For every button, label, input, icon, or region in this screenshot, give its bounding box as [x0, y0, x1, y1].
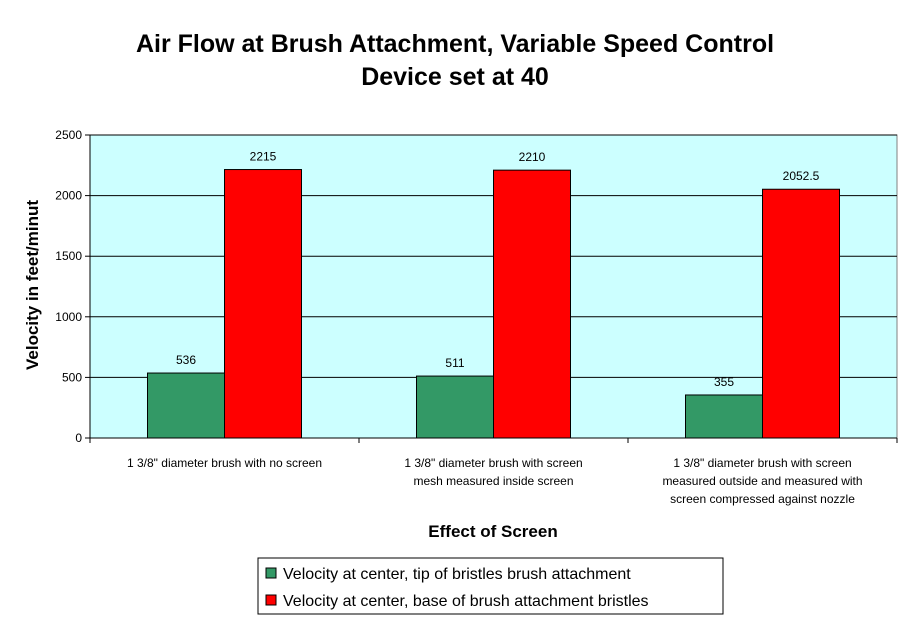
bar-series-2-cat-1: [224, 169, 302, 439]
y-tick-label: 500: [62, 370, 82, 384]
data-labels: 536 2215 511 2210 355 2052.5: [176, 150, 820, 389]
axes: [85, 134, 898, 443]
legend-swatch: [265, 567, 277, 579]
bar-series-1-cat-2: [416, 375, 494, 439]
x-category-label: 1 3/8" diameter brush with screen: [673, 456, 851, 470]
x-category-label: 1 3/8" diameter brush with screen: [404, 456, 582, 470]
data-label: 355: [714, 375, 734, 389]
x-axis-title: Effect of Screen: [428, 522, 557, 541]
legend-label: Velocity at center, tip of bristles brus…: [283, 566, 631, 583]
x-category-label: screen compressed against nozzle: [670, 492, 855, 506]
y-axis-title: Velocity in feet/minut: [23, 200, 42, 370]
x-category-label: measured outside and measured with: [662, 474, 862, 488]
legend-label: Velocity at center, base of brush attach…: [283, 593, 649, 610]
x-category-labels: 1 3/8" diameter brush with no screen 1 3/…: [127, 456, 863, 506]
data-label: 2052.5: [783, 169, 820, 183]
bar-series-2-cat-3: [762, 188, 840, 439]
data-label: 2210: [519, 150, 546, 164]
legend-box: [257, 557, 724, 615]
bar-series-1-cat-1: [147, 372, 225, 439]
y-tick-labels: 0 500 1000 1500 2000 2500: [55, 128, 82, 445]
bar-series-1-cat-3: [685, 394, 763, 439]
legend-swatch: [265, 594, 277, 606]
y-tick-label: 2500: [55, 128, 82, 142]
y-tick-label: 0: [75, 431, 82, 445]
chart-title: Air Flow at Brush Attachment, Variable S…: [136, 30, 774, 91]
data-label: 511: [445, 356, 464, 370]
chart-title-line-2: Device set at 40: [361, 63, 549, 91]
legend: Velocity at center, tip of bristles brus…: [257, 557, 724, 615]
x-category-label: mesh measured inside screen: [413, 474, 573, 488]
y-tick-label: 2000: [55, 189, 82, 203]
data-label: 536: [176, 353, 196, 367]
bars: [147, 169, 840, 439]
data-label: 2215: [250, 150, 277, 164]
y-tick-label: 1500: [55, 249, 82, 263]
x-category-label: 1 3/8" diameter brush with no screen: [127, 456, 322, 470]
y-tick-label: 1000: [55, 310, 82, 324]
bar-series-2-cat-2: [493, 169, 571, 439]
chart-title-line-1: Air Flow at Brush Attachment, Variable S…: [136, 30, 774, 58]
